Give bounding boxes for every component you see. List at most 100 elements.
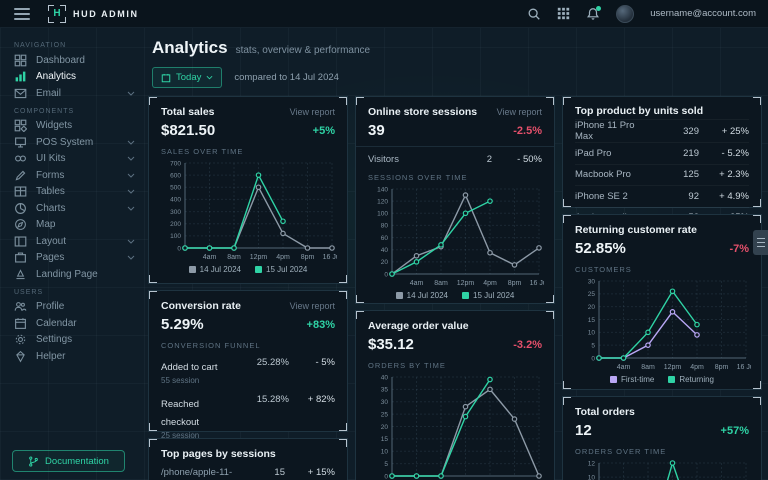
sidebar-item-profile[interactable]: Profile [0, 299, 145, 316]
svg-text:40: 40 [381, 374, 389, 381]
view-report-link[interactable]: View report [289, 301, 335, 311]
funnel-row: Added to cart 55 session 25.28% - 5% [161, 352, 335, 389]
sidebar-item-email[interactable]: Email [0, 85, 145, 102]
period-label: Today [176, 72, 202, 83]
page-path: /phone/apple-11-pro-max [161, 467, 233, 480]
card-value: $35.12 [368, 336, 414, 353]
card-title: Total sales [161, 106, 215, 118]
search-icon[interactable] [527, 7, 541, 21]
sidebar-section-users: Users [14, 288, 44, 296]
compare-text: compared to 14 Jul 2024 [234, 72, 339, 83]
card-average-order-value: Average order value $35.12 -3.2% Orders … [355, 310, 555, 480]
sidebar-item-forms[interactable]: Forms [0, 167, 145, 184]
sidebar-item-ui-kits[interactable]: UI Kits [0, 151, 145, 168]
product-delta: - 5.2% [721, 147, 749, 159]
funnel-section-label: Conversion funnel [161, 341, 261, 350]
helper-icon [14, 350, 27, 363]
svg-text:100: 100 [377, 211, 388, 218]
ui-kits-icon [14, 152, 27, 165]
card-conversion-rate: Conversion rate View report 5.29% +83% C… [148, 290, 348, 480]
user-email[interactable]: username@account.com [650, 8, 756, 19]
svg-text:300: 300 [170, 209, 181, 216]
chevron-down-icon [127, 140, 135, 145]
chart-section-label: Sessions over time [368, 173, 468, 182]
sidebar-item-label: Profile [36, 301, 65, 313]
documentation-button[interactable]: Documentation [12, 450, 125, 472]
card-delta: -3.2% [513, 338, 542, 351]
sidebar-item-label: Analytics [36, 71, 77, 83]
sidebar-item-label: POS System [36, 136, 94, 148]
main-content: Analytics stats, overview & performance … [145, 28, 768, 480]
legend-item: 15 Jul 2024 [255, 265, 307, 274]
visitors-row: Visitors 2 - 50% [368, 147, 542, 165]
sidebar-section-navigation: Navigation [14, 42, 67, 49]
card-title: Average order value [368, 320, 469, 332]
sidebar-item-label: Widgets [36, 120, 73, 132]
pages-icon [14, 251, 27, 264]
svg-text:0: 0 [177, 245, 181, 252]
svg-text:10: 10 [588, 474, 596, 480]
view-report-link[interactable]: View report [289, 107, 335, 117]
card-title: Top product by units sold [575, 105, 704, 117]
svg-text:20: 20 [381, 424, 389, 431]
svg-text:4pm: 4pm [483, 280, 497, 287]
svg-text:35: 35 [381, 387, 389, 394]
svg-text:120: 120 [377, 198, 388, 205]
funnel-value: 25.28% [256, 357, 289, 368]
product-units: 125 [683, 169, 699, 181]
svg-text:40: 40 [381, 247, 389, 254]
svg-text:400: 400 [170, 197, 181, 204]
funnel-sessions: 55 session [161, 376, 200, 385]
menu-icon[interactable] [14, 7, 30, 20]
svg-text:5: 5 [591, 342, 595, 349]
sidebar-item-tables[interactable]: Tables [0, 184, 145, 201]
sidebar-item-pos-system[interactable]: POS System [0, 134, 145, 151]
sidebar-item-layout[interactable]: Layout [0, 233, 145, 250]
customizer-toggle[interactable] [753, 230, 768, 255]
sidebar-item-widgets[interactable]: Widgets [0, 118, 145, 135]
chevron-down-icon [206, 75, 213, 80]
card-delta: -7% [729, 242, 749, 255]
product-units: 92 [688, 190, 699, 202]
sidebar-item-landing-page[interactable]: Landing Page [0, 266, 145, 283]
sidebar-item-analytics[interactable]: Analytics [0, 69, 145, 86]
legend-item: 14 Jul 2024 [395, 291, 448, 300]
calendar-icon [161, 73, 171, 82]
funnel-delta: - 5% [315, 357, 335, 368]
sidebar-item-calendar[interactable]: Calendar [0, 315, 145, 332]
svg-text:30: 30 [588, 278, 596, 285]
sidebar-item-dashboard[interactable]: Dashboard [0, 52, 145, 69]
sidebar-item-map[interactable]: Map [0, 217, 145, 234]
view-report-link[interactable]: View report [496, 107, 542, 117]
sidebar-item-charts[interactable]: Charts [0, 200, 145, 217]
product-delta: + 25% [699, 212, 749, 223]
bell-icon[interactable] [586, 5, 602, 21]
product-name: iPhone 11 Pro Max [575, 120, 635, 142]
svg-text:0: 0 [384, 473, 388, 480]
sessions-over-time-chart: 0 20 40 60 80 100 120 140 4am 8am 12pm 4pm 8pm 16 Jul [377, 186, 544, 287]
analytics-icon [14, 70, 27, 83]
charts-icon [14, 202, 27, 215]
map-icon [14, 218, 27, 231]
sidebar-item-settings[interactable]: Settings [0, 332, 145, 349]
divider [356, 146, 554, 147]
chart-section-label: Orders over time [575, 447, 667, 456]
svg-text:12pm: 12pm [664, 364, 682, 371]
sidebar-item-pages[interactable]: Pages [0, 250, 145, 267]
funnel-step: Added to cart [161, 362, 218, 373]
product-units: 329 [683, 125, 699, 137]
legend-item: 15 Jul 2024 [462, 291, 514, 300]
sidebar-item-label: Pages [36, 252, 65, 264]
sidebar-item-label: Landing Page [36, 268, 98, 280]
svg-text:20: 20 [588, 304, 596, 311]
avatar[interactable] [616, 4, 635, 23]
apps-grid-icon[interactable] [557, 7, 570, 20]
svg-text:12pm: 12pm [250, 254, 268, 261]
card-delta: +57% [720, 424, 749, 437]
svg-text:12: 12 [588, 460, 596, 467]
orders-over-time-chart: 0246810124am8am12pm4pm8pm16 Jul [588, 460, 747, 480]
product-row: iPhone 11 Pro Max 329 + 25% [575, 119, 749, 142]
sidebar-item-helper[interactable]: Helper [0, 348, 145, 365]
chart-section-label: Sales over time [161, 147, 244, 156]
period-selector[interactable]: Today [152, 67, 223, 88]
